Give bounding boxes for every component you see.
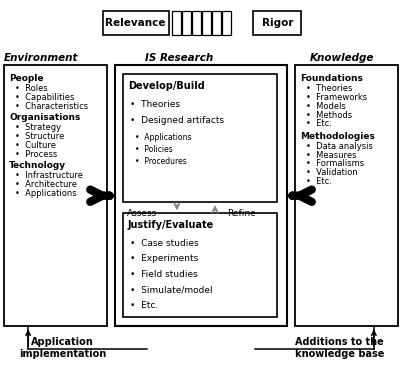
Bar xyxy=(222,11,231,35)
Text: •  Policies: • Policies xyxy=(135,145,173,154)
Text: •  Process: • Process xyxy=(15,150,57,159)
Text: •  Etc.: • Etc. xyxy=(306,119,331,128)
Text: •  Theories: • Theories xyxy=(306,84,352,93)
Text: Technology: Technology xyxy=(9,161,66,170)
Text: Justify/Evaluate: Justify/Evaluate xyxy=(128,220,214,230)
Text: Refine: Refine xyxy=(227,209,255,218)
Text: •  Strategy: • Strategy xyxy=(15,123,61,132)
Text: IS Research: IS Research xyxy=(144,53,213,62)
Text: People: People xyxy=(9,74,44,83)
Text: Rigor: Rigor xyxy=(261,18,292,28)
Text: •  Architecture: • Architecture xyxy=(15,180,77,189)
Bar xyxy=(202,11,211,35)
Text: •  Characteristics: • Characteristics xyxy=(15,102,88,111)
Bar xyxy=(172,11,180,35)
Text: Application
implementation: Application implementation xyxy=(18,337,106,359)
Bar xyxy=(182,11,190,35)
Text: •  Case studies: • Case studies xyxy=(130,239,198,247)
Bar xyxy=(114,65,287,326)
Bar xyxy=(122,213,277,317)
Text: Methodologies: Methodologies xyxy=(300,132,374,141)
Text: •  Simulate/model: • Simulate/model xyxy=(130,285,212,294)
Text: •  Applications: • Applications xyxy=(15,188,77,198)
Text: •  Methods: • Methods xyxy=(306,111,352,120)
Text: •  Theories: • Theories xyxy=(130,100,179,109)
Text: •  Validation: • Validation xyxy=(306,168,357,177)
Text: •  Formalisms: • Formalisms xyxy=(306,160,364,168)
Bar xyxy=(295,65,397,326)
Text: •  Measures: • Measures xyxy=(306,151,356,160)
Text: Environment: Environment xyxy=(4,53,78,62)
Bar xyxy=(122,74,277,202)
Text: Foundations: Foundations xyxy=(300,74,362,83)
Bar xyxy=(102,11,168,35)
Text: •  Experiments: • Experiments xyxy=(130,254,198,263)
Text: •  Etc.: • Etc. xyxy=(130,301,158,310)
Text: •  Procedures: • Procedures xyxy=(135,157,187,166)
Text: •  Roles: • Roles xyxy=(15,84,48,93)
Bar xyxy=(253,11,301,35)
Text: Additions to the
knowledge base: Additions to the knowledge base xyxy=(294,337,383,359)
Text: •  Frameworks: • Frameworks xyxy=(306,93,367,102)
Text: •  Capabilities: • Capabilities xyxy=(15,93,75,102)
Text: Assess: Assess xyxy=(126,209,156,218)
Text: •  Applications: • Applications xyxy=(135,133,192,142)
Text: •  Etc.: • Etc. xyxy=(306,177,331,186)
Text: •  Designed artifacts: • Designed artifacts xyxy=(130,116,223,125)
Text: •  Structure: • Structure xyxy=(15,132,65,141)
Bar xyxy=(212,11,221,35)
Text: Organisations: Organisations xyxy=(9,113,81,122)
Text: •  Infrastructure: • Infrastructure xyxy=(15,171,83,180)
Text: Develop/Build: Develop/Build xyxy=(128,81,204,91)
Text: Knowledge: Knowledge xyxy=(309,53,373,62)
Text: •  Data analysis: • Data analysis xyxy=(306,142,372,151)
Text: •  Field studies: • Field studies xyxy=(130,270,197,279)
Bar xyxy=(4,65,106,326)
Text: Relevance: Relevance xyxy=(105,18,166,28)
Text: •  Models: • Models xyxy=(306,102,345,111)
Bar xyxy=(192,11,200,35)
Text: •  Culture: • Culture xyxy=(15,141,56,150)
